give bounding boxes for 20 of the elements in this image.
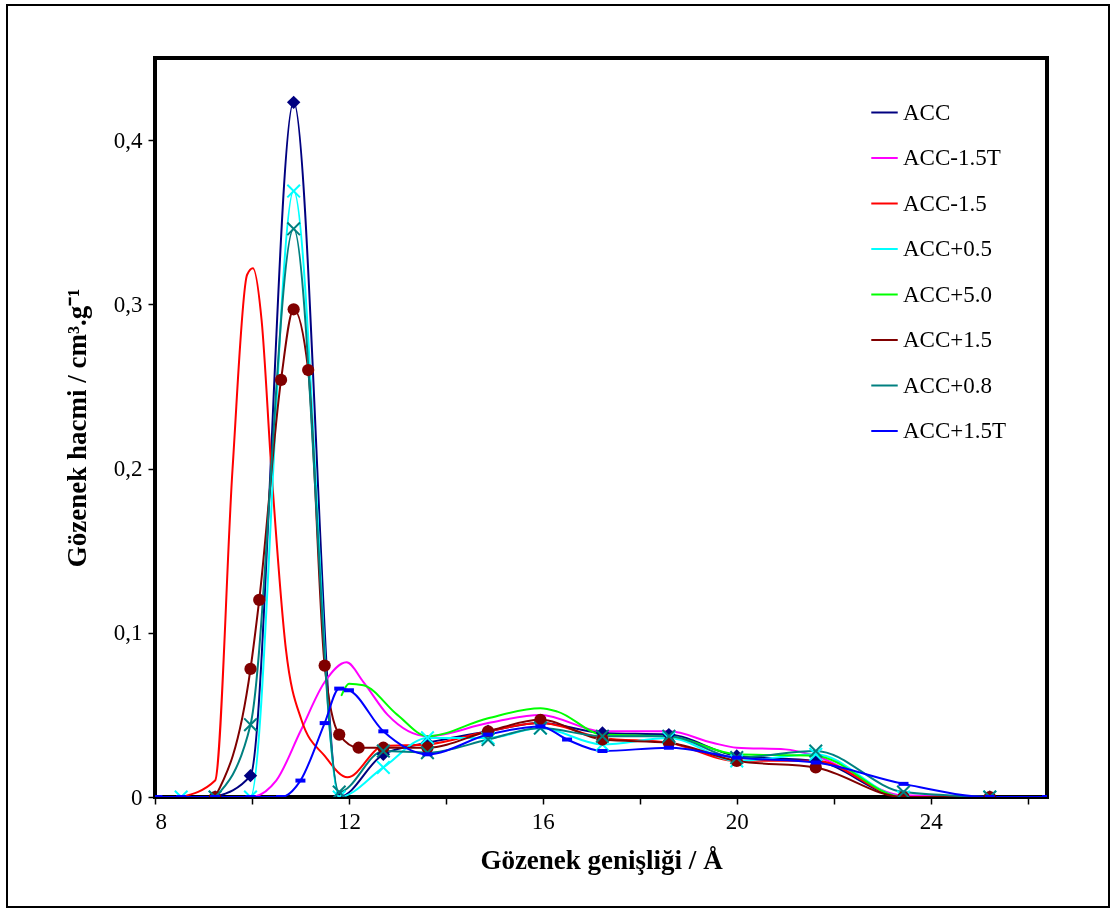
x-tick-label: 24 bbox=[919, 808, 944, 834]
x-axis-title: Gözenek genişliği / Å bbox=[480, 844, 724, 875]
x-tick-label: 20 bbox=[725, 808, 749, 834]
legend-label: ACC bbox=[903, 99, 951, 125]
legend-label: ACC-1.5 bbox=[903, 190, 987, 216]
legend-label: ACC+1.5T bbox=[903, 418, 1007, 443]
x-tick-label: 16 bbox=[531, 808, 555, 834]
y-tick-label: 0,1 bbox=[113, 620, 143, 646]
legend-label: ACC+0.5 bbox=[903, 236, 993, 261]
y-tick-label: 0 bbox=[131, 784, 143, 810]
legend-label: ACC+0.8 bbox=[903, 372, 993, 398]
x-tick-label: 12 bbox=[337, 808, 361, 834]
y-axis-title: Gözenek hacmi / cm³.g⁻¹ bbox=[61, 288, 92, 568]
legend-label: ACC+1.5 bbox=[903, 327, 993, 352]
legend-label: ACC+5.0 bbox=[903, 281, 993, 307]
y-tick-label: 0,3 bbox=[113, 291, 143, 317]
y-tick-label: 0,2 bbox=[113, 456, 143, 482]
y-tick-label: 0,4 bbox=[113, 127, 143, 153]
x-tick-label: 8 bbox=[155, 808, 167, 834]
legend-label: ACC-1.5T bbox=[903, 145, 1001, 170]
